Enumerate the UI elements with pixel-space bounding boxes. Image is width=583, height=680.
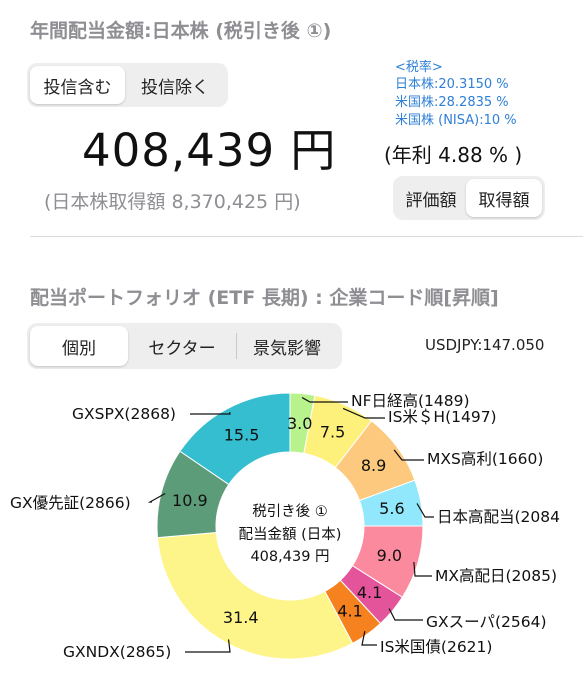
slice-value-label: 9.0	[377, 546, 402, 565]
callout-line	[301, 397, 348, 403]
callout-label: IS米＄H(1497)	[388, 408, 497, 426]
market-value-button[interactable]: 評価額	[405, 190, 457, 211]
tab-economic-impact[interactable]: 景気影響	[253, 338, 321, 359]
slice-value-label: 8.9	[361, 456, 386, 475]
callout-line	[190, 411, 231, 415]
tab-divider	[236, 333, 237, 359]
callout-line	[185, 639, 231, 653]
exclude-trust-button[interactable]: 投信除く	[141, 77, 209, 98]
trust-toggle: 投信含む 投信除く	[27, 63, 228, 107]
callout-line	[147, 493, 166, 503]
callout-label: IS米国債(2621)	[380, 638, 493, 656]
dividend-amount: 408,439 円	[82, 124, 337, 177]
value-basis-toggle: 評価額 取得額	[393, 176, 545, 220]
callout-line	[342, 407, 385, 419]
donut-slice[interactable]	[156, 531, 354, 660]
tab-individual[interactable]: 個別	[30, 326, 128, 366]
fx-rate: USDJPY:147.050	[425, 336, 545, 354]
slice-value-label: 15.5	[224, 426, 260, 445]
slice-value-label: 4.1	[337, 601, 362, 620]
callout-label: GX優先証(2866)	[10, 494, 131, 512]
donut-slice[interactable]	[179, 392, 291, 486]
donut-center-line2: 配当金額 (日本)	[239, 526, 342, 543]
slice-value-label: 7.5	[320, 423, 345, 442]
callout-line	[388, 608, 423, 621]
tax-rate-heading: <税率>	[395, 60, 443, 75]
section-divider	[30, 236, 583, 237]
callout-label: 日本高配当(2084	[437, 508, 560, 526]
portfolio-tabs: 個別 セクター 景気影響	[27, 323, 342, 369]
slice-value-label: 5.6	[379, 499, 404, 518]
callout-label: GXSPX(2868)	[72, 405, 176, 423]
callout-label: MX高配日(2085)	[435, 567, 558, 585]
page-title: 年間配当金額:日本株 (税引き後 ①)	[30, 20, 332, 42]
tax-rate-us: 米国株:28.2835 %	[395, 95, 509, 110]
donut-center-line1: 税引き後 ①	[252, 503, 328, 520]
portfolio-title: 配当ポートフォリオ (ETF 長期) : 企業コード順[昇順]	[30, 287, 499, 309]
include-trust-button[interactable]: 投信含む	[30, 66, 125, 104]
callout-line	[393, 449, 424, 461]
callout-line	[361, 630, 377, 646]
tax-rate-jp: 日本株:20.3150 %	[395, 77, 509, 92]
slice-value-label: 3.0	[287, 414, 312, 433]
acquisition-amount: (日本株取得額 8,370,425 円)	[44, 191, 301, 213]
tax-rate-us-nisa: 米国株 (NISA):10 %	[395, 113, 517, 128]
annual-yield: (年利 4.88 % )	[384, 143, 523, 167]
callout-label: NF日経高(1489)	[351, 392, 470, 410]
slice-value-label: 10.9	[172, 491, 208, 510]
callout-line	[413, 561, 432, 577]
cost-basis-button[interactable]: 取得額	[466, 179, 542, 217]
callout-label: GXスーパ(2564)	[426, 613, 547, 631]
callout-label: MXS高利(1660)	[427, 450, 544, 468]
slice-value-label: 31.4	[223, 608, 259, 627]
slice-value-label: 4.1	[357, 583, 382, 602]
callout-label: GXNDX(2865)	[63, 643, 172, 661]
callout-line	[416, 503, 434, 518]
tab-sector[interactable]: セクター	[148, 338, 216, 359]
donut-center-line3: 408,439 円	[250, 549, 329, 565]
